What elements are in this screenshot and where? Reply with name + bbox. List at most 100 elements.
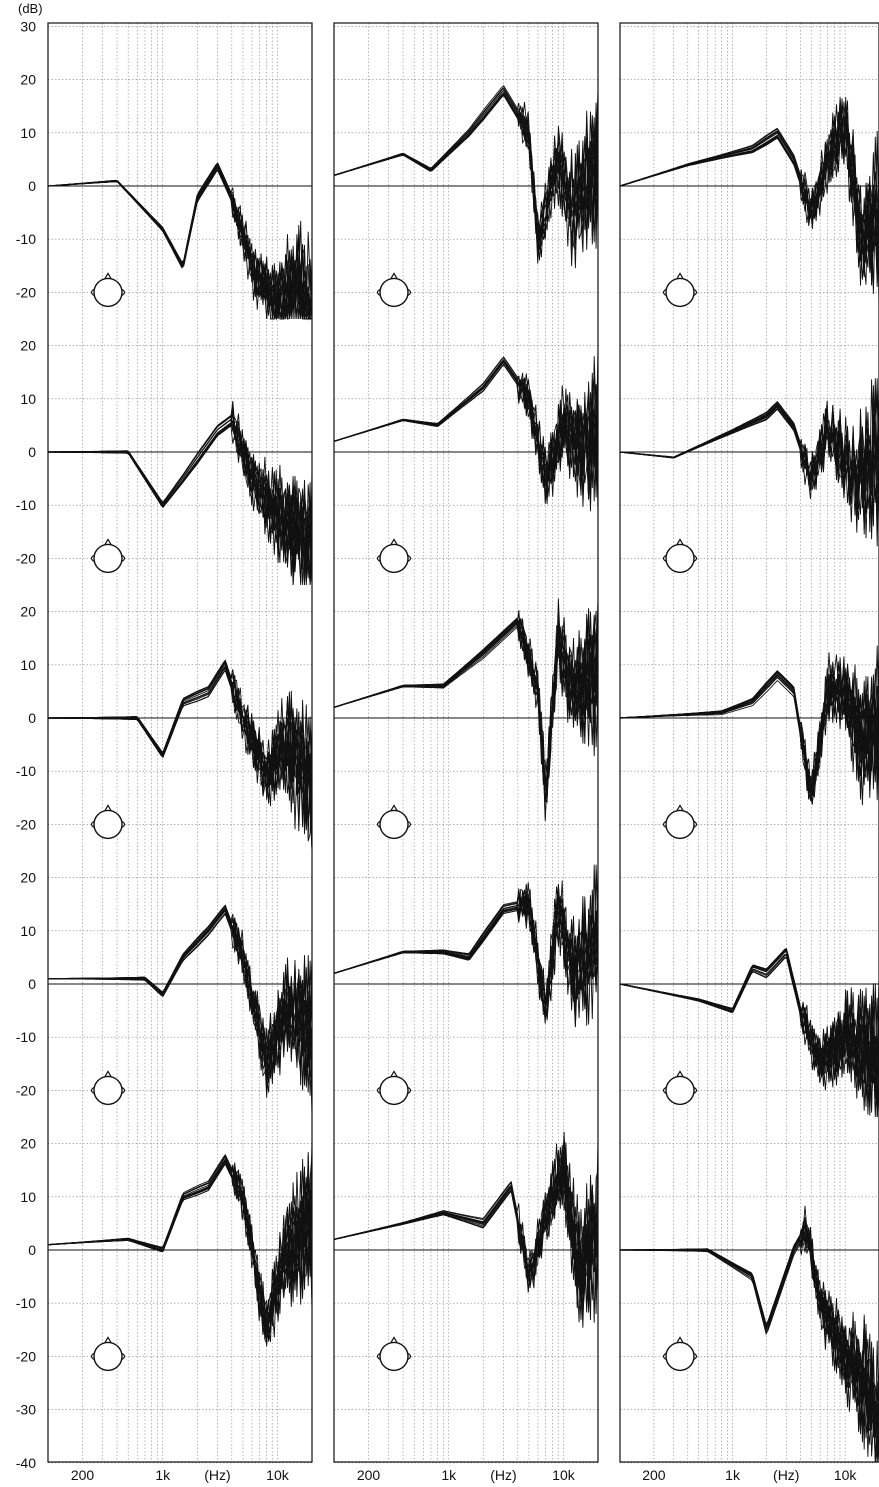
- y-tick-label: 20: [20, 338, 36, 354]
- y-tick-label: -20: [16, 816, 36, 832]
- x-axis-labels: 200 1k 10k (Hz) 200 1k 10k (Hz) 200 1k 10k (Hz): [71, 1467, 858, 1483]
- x-tick-label: 10k: [552, 1467, 576, 1483]
- panel-frame: [619, 22, 879, 1463]
- series-line: [333, 94, 599, 257]
- series-bundle-c3-r1: [619, 96, 879, 306]
- series-bundle-c3-r3: [619, 644, 879, 807]
- series-line: [333, 86, 599, 243]
- head-direction-icon: [90, 804, 126, 840]
- series-line: [619, 103, 879, 286]
- y-axis-labels: 30 20 10 0 -10 -20 20 10 0 -10 -20 20 10 0 -10 -20 20 10 0…: [16, 18, 36, 1470]
- head-direction-icon: [662, 1336, 698, 1372]
- y-tick-label: 0: [28, 1242, 36, 1258]
- series-bundle-c2-r3: [333, 598, 599, 822]
- head-direction-icon: [90, 1070, 126, 1106]
- y-tick-label: -20: [16, 284, 36, 300]
- head-direction-icon: [90, 272, 126, 308]
- x-tick-label: 1k: [441, 1467, 457, 1483]
- x-tick-label: 1k: [725, 1467, 741, 1483]
- series-line: [48, 659, 313, 792]
- series-line: [619, 393, 879, 539]
- series-line: [47, 162, 313, 320]
- series-line: [619, 400, 879, 522]
- x-axis-label: (Hz): [490, 1467, 516, 1483]
- y-tick-label: 20: [20, 72, 36, 88]
- series-line: [333, 883, 599, 1020]
- head-direction-icon: [90, 1336, 126, 1372]
- series-line: [333, 1149, 599, 1313]
- y-tick-label: 20: [20, 1136, 36, 1152]
- y-tick-label: -40: [16, 1455, 36, 1471]
- series-line: [47, 1153, 313, 1341]
- x-axis-label: (Hz): [204, 1467, 230, 1483]
- series-line: [333, 360, 599, 489]
- series-line: [333, 93, 599, 264]
- y-tick-label: 10: [20, 125, 36, 141]
- panel-grid: [47, 22, 879, 1464]
- y-tick-label: -10: [16, 497, 36, 513]
- head-direction-icon: [376, 804, 412, 840]
- x-tick-label: 10k: [834, 1467, 858, 1483]
- y-tick-label: -10: [16, 763, 36, 779]
- y-tick-label: 20: [20, 870, 36, 886]
- series-line: [620, 1219, 879, 1449]
- head-direction-icon: [662, 1070, 698, 1106]
- y-tick-label: 0: [28, 444, 36, 460]
- head-direction-icon: [376, 272, 412, 308]
- series-line: [48, 422, 313, 586]
- panel-frame: [333, 22, 599, 1463]
- series-line: [47, 1151, 313, 1343]
- series-bundle-c1-r5: [47, 1139, 313, 1347]
- x-tick-label: 200: [642, 1467, 666, 1483]
- series-bundle-c1-r2: [48, 400, 313, 586]
- y-tick-label: 0: [28, 178, 36, 194]
- y-tick-label: 10: [20, 657, 36, 673]
- head-direction-icon: [662, 272, 698, 308]
- series-line: [47, 167, 312, 320]
- y-tick-label: -30: [16, 1402, 36, 1418]
- column-3: [619, 22, 879, 1464]
- series-line: [48, 665, 313, 852]
- y-tick-label: -10: [16, 1029, 36, 1045]
- head-direction-icon: [90, 538, 126, 574]
- series-line: [619, 118, 879, 306]
- series-bundle-c1-r3: [47, 659, 313, 852]
- y-tick-label: -10: [16, 231, 36, 247]
- y-tick-label: -20: [16, 1082, 36, 1098]
- x-axis-label: (Hz): [773, 1467, 799, 1483]
- series-bundle-c3-r5: [619, 1205, 879, 1463]
- y-tick-label: -20: [16, 550, 36, 566]
- series-line: [619, 949, 879, 1113]
- x-tick-label: 200: [357, 1467, 381, 1483]
- y-tick-label: 20: [20, 604, 36, 620]
- x-tick-label: 200: [71, 1467, 95, 1483]
- series-bundle-c3-r4: [619, 948, 879, 1118]
- unit-label-db: (dB): [18, 1, 43, 16]
- series-line: [620, 1223, 879, 1433]
- x-tick-label: 10k: [266, 1467, 290, 1483]
- y-tick-label: 10: [20, 391, 36, 407]
- column-2: [333, 22, 599, 1464]
- series-bundle-c3-r2: [619, 378, 879, 547]
- y-tick-label: 0: [28, 976, 36, 992]
- y-tick-label: 10: [20, 923, 36, 939]
- x-tick-label: 1k: [155, 1467, 171, 1483]
- series-line: [333, 356, 599, 502]
- y-tick-label: 10: [20, 1189, 36, 1205]
- series-line: [619, 656, 879, 789]
- y-tick-label: 0: [28, 710, 36, 726]
- head-direction-icon: [376, 1336, 412, 1372]
- head-direction-icon: [662, 804, 698, 840]
- head-direction-icon: [662, 538, 698, 574]
- series-bundle-c1-r1: [47, 162, 313, 321]
- series-bundle-c2-r2: [333, 348, 599, 515]
- head-direction-icon: [376, 538, 412, 574]
- series-line: [333, 621, 599, 804]
- series-bundle-c1-r4: [47, 904, 313, 1118]
- series-line: [48, 908, 313, 1088]
- y-tick-label: -10: [16, 1295, 36, 1311]
- head-direction-icon: [376, 1070, 412, 1106]
- series-line: [47, 166, 313, 320]
- y-tick-label: 30: [20, 18, 36, 34]
